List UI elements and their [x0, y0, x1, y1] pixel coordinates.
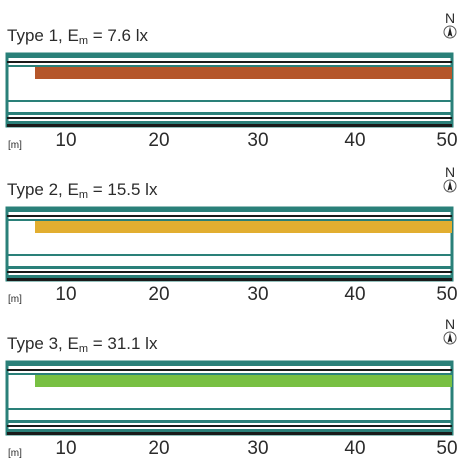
- lighting-panel-type-1: Type 1, Em = 7.6 lx N [m] 10 20 30 40 50: [0, 0, 461, 151]
- axis-unit: [m]: [8, 294, 22, 305]
- lane-mid-teal: [7, 100, 452, 102]
- lane-top-border: [7, 208, 452, 212]
- lane-low-teal: [7, 420, 452, 423]
- title-value: = 15.5 lx: [88, 180, 158, 199]
- lane-top-line: [7, 61, 452, 63]
- road-outline: [5, 360, 454, 436]
- road-diagram: [5, 360, 454, 436]
- illuminance-bar: [35, 67, 452, 79]
- lighting-panel-type-3: Type 3, Em = 31.1 lx N [m] 10 20 30 40 5…: [0, 308, 461, 459]
- axis-tick: 10: [55, 130, 77, 151]
- title-subscript: m: [78, 189, 88, 201]
- lane-low-teal: [7, 266, 452, 269]
- road-diagram: [5, 206, 454, 282]
- lane-bottom-teal: [7, 121, 452, 124]
- panel-title: Type 2, Em = 15.5 lx: [7, 180, 157, 201]
- road-outline: [5, 206, 454, 282]
- axis-tick: 50: [436, 284, 458, 305]
- title-value: = 7.6 lx: [88, 26, 149, 45]
- illuminance-bar: [35, 375, 452, 387]
- lane-bottom-teal: [7, 429, 452, 432]
- road-outline: [5, 52, 454, 128]
- axis-tick: 30: [247, 130, 269, 151]
- road-bottom-dark: [7, 124, 452, 127]
- title-prefix: Type 3, E: [7, 334, 79, 353]
- title-subscript: m: [78, 343, 88, 355]
- axis-tick: 30: [247, 284, 269, 305]
- lane-top-teal: [7, 219, 452, 221]
- axis-tick: 40: [344, 438, 366, 459]
- road-diagram: [5, 52, 454, 128]
- panel-title: Type 1, Em = 7.6 lx: [7, 26, 148, 47]
- lane-mid-teal: [7, 408, 452, 410]
- title-prefix: Type 2, E: [7, 180, 79, 199]
- lane-low-dark: [7, 271, 452, 273]
- lighting-panel-type-2: Type 2, Em = 15.5 lx N [m] 10 20 30 40 5…: [0, 154, 461, 305]
- north-compass: N: [440, 316, 460, 346]
- title-prefix: Type 1, E: [7, 26, 79, 45]
- north-label: N: [444, 10, 456, 26]
- axis-tick: 50: [436, 438, 458, 459]
- lane-top-border: [7, 362, 452, 366]
- compass-icon: [443, 331, 457, 345]
- road-bottom-dark: [7, 432, 452, 435]
- panel-title: Type 3, Em = 31.1 lx: [7, 334, 157, 355]
- lane-top-teal: [7, 65, 452, 67]
- axis-tick: 10: [55, 284, 77, 305]
- lane-top-border: [7, 54, 452, 58]
- axis-tick: 20: [148, 284, 170, 305]
- axis-tick: 40: [344, 130, 366, 151]
- north-compass: N: [440, 164, 460, 194]
- road-bottom-dark: [7, 278, 452, 281]
- title-value: = 31.1 lx: [88, 334, 158, 353]
- lane-top-teal: [7, 373, 452, 375]
- lane-top-line: [7, 215, 452, 217]
- title-subscript: m: [78, 35, 88, 47]
- north-compass: N: [440, 10, 460, 40]
- north-label: N: [444, 316, 456, 332]
- lane-bottom-teal: [7, 275, 452, 278]
- lane-low-dark: [7, 425, 452, 427]
- north-label: N: [444, 164, 456, 180]
- axis-tick: 30: [247, 438, 269, 459]
- axis-tick: 10: [55, 438, 77, 459]
- axis-tick: 20: [148, 438, 170, 459]
- axis-tick: 40: [344, 284, 366, 305]
- lane-low-teal: [7, 112, 452, 115]
- compass-icon: [443, 179, 457, 193]
- lane-top-line: [7, 369, 452, 371]
- lane-mid-teal: [7, 254, 452, 256]
- axis-tick: 20: [148, 130, 170, 151]
- axis-tick: 50: [436, 130, 458, 151]
- illuminance-bar: [35, 221, 452, 233]
- axis-unit: [m]: [8, 140, 22, 151]
- compass-icon: [443, 25, 457, 39]
- axis-unit: [m]: [8, 448, 22, 459]
- lane-low-dark: [7, 117, 452, 119]
